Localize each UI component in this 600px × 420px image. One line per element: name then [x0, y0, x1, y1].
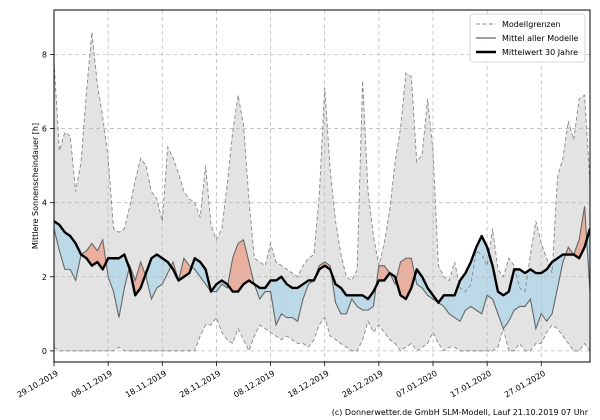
- below-climate-fill: [292, 287, 298, 322]
- y-tick-label: 2: [42, 273, 47, 282]
- lower-bound-line: [54, 316, 590, 353]
- y-tick-label: 4: [42, 199, 47, 208]
- x-tick-label: 08.12.2019: [232, 369, 276, 400]
- below-climate-fill: [156, 254, 163, 289]
- legend-box: [469, 13, 586, 63]
- legend: Modellgrenzen Mittel aller Modelle Mittelw…: [469, 13, 586, 63]
- plot-frame: [53, 9, 591, 363]
- legend-label: Mittel aller Modelle: [502, 34, 578, 43]
- above-climate-fill: [378, 265, 385, 281]
- x-tick-label: 07.01.2020: [395, 369, 439, 400]
- legend-label: Modellgrenzen: [502, 20, 561, 29]
- legend-label: Mittelwert 30 Jahre: [502, 48, 578, 57]
- below-climate-fill: [286, 283, 293, 318]
- below-climate-fill: [519, 269, 526, 307]
- above-climate-fill: [400, 257, 407, 300]
- fill-layer: [54, 32, 590, 351]
- copyright-text: (c) Donnerwetter.de GmbH SLM-Modell, Lau…: [331, 408, 588, 417]
- y-tick-label: 0: [42, 347, 47, 356]
- x-tick-label: 27.01.2020: [503, 369, 547, 400]
- x-tick-label: 18.11.2019: [124, 369, 168, 400]
- y-axis-label: Mittlere Sonnenscheindauer [h]: [31, 123, 40, 249]
- model-mean-line: [54, 206, 590, 331]
- y-tick-label: 6: [42, 125, 47, 134]
- climate-mean-line: [54, 220, 590, 304]
- x-tick-label: 18.12.2019: [286, 369, 330, 400]
- x-tick-label: 28.12.2019: [340, 369, 384, 400]
- x-tick-label: 08.11.2019: [70, 369, 114, 400]
- y-tick-label: 8: [42, 50, 47, 59]
- x-tick-label: 28.11.2019: [178, 369, 222, 400]
- below-climate-fill: [64, 232, 71, 270]
- line-layer: [54, 32, 590, 353]
- upper-bound-line: [54, 32, 590, 293]
- x-tick-label: 17.01.2020: [449, 369, 493, 400]
- x-tick-label: 29.10.2019: [16, 369, 60, 400]
- grid-layer: [54, 10, 590, 362]
